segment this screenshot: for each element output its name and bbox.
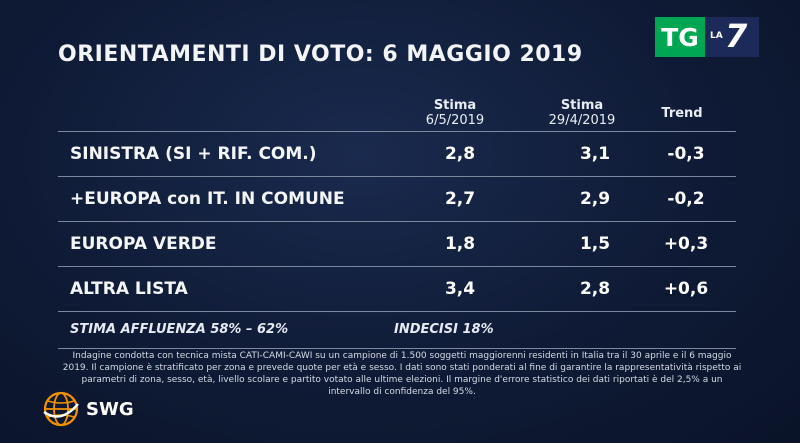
tg-logo-mark: TG [655,17,705,57]
table-bottom-rule [58,348,736,349]
column-header-date: 29/4/2019 [548,113,616,128]
stima-29-4-value: 1,5 [579,234,611,254]
poll-rows: SINISTRA (SI + RIF. COM.) 2,8 3,1 -0,3 +EURO… [58,131,736,311]
column-header-label: Trend [661,106,703,121]
stima-29-4-value: 2,9 [579,189,611,209]
column-header-stima-29-4: Stima 29/4/2019 [532,98,632,128]
la-text: LA [710,31,723,41]
swg-brand: SWG [42,389,134,429]
column-header-date: 6/5/2019 [425,113,485,128]
party-label: EUROPA VERDE [70,234,217,254]
table-row: EUROPA VERDE 1,8 1,5 +0,3 [58,221,736,266]
undecided-share: INDECISI 18% [394,322,494,337]
tg-la7-logo: TG LA 7 [655,17,759,57]
page-title: ORIENTAMENTI DI VOTO: 6 MAGGIO 2019 [58,42,583,67]
column-header-label: Stima [433,98,477,113]
swg-wordmark: SWG [86,398,134,420]
stima-6-5-value: 2,7 [444,189,476,209]
column-header-label: Stima [560,98,604,113]
party-label: +EUROPA con IT. IN COMUNE [70,189,345,209]
table-footer-row: STIMA AFFLUENZA 58% – 62% INDECISI 18% [58,311,736,348]
trend-value: +0,3 [663,234,709,254]
trend-value: +0,6 [663,279,709,299]
stima-6-5-value: 3,4 [444,279,476,299]
column-header-stima-6-5: Stima 6/5/2019 [410,98,500,128]
methodology-note: Indagine condotta con tecnica mista CATI… [62,351,742,397]
table-row: SINISTRA (SI + RIF. COM.) 2,8 3,1 -0,3 [58,131,736,176]
la7-logo-mark: LA 7 [705,17,759,57]
stima-6-5-value: 1,8 [444,234,476,254]
table-row: ALTRA LISTA 3,4 2,8 +0,6 [58,266,736,311]
swg-globe-icon [43,391,79,427]
poll-table: SINISTRA (SI + RIF. COM.) 2,8 3,1 -0,3 +EURO… [58,131,736,349]
column-header-trend: Trend [642,106,722,121]
affluenza-estimate: STIMA AFFLUENZA 58% – 62% [70,322,289,337]
trend-value: -0,2 [667,189,705,209]
stima-29-4-value: 3,1 [579,144,611,164]
trend-value: -0,3 [667,144,705,164]
stima-29-4-value: 2,8 [579,279,611,299]
party-label: SINISTRA (SI + RIF. COM.) [70,144,317,164]
table-row: +EUROPA con IT. IN COMUNE 2,7 2,9 -0,2 [58,176,736,221]
stima-6-5-value: 2,8 [444,144,476,164]
seven-text: 7 [725,17,748,55]
party-label: ALTRA LISTA [70,279,188,299]
